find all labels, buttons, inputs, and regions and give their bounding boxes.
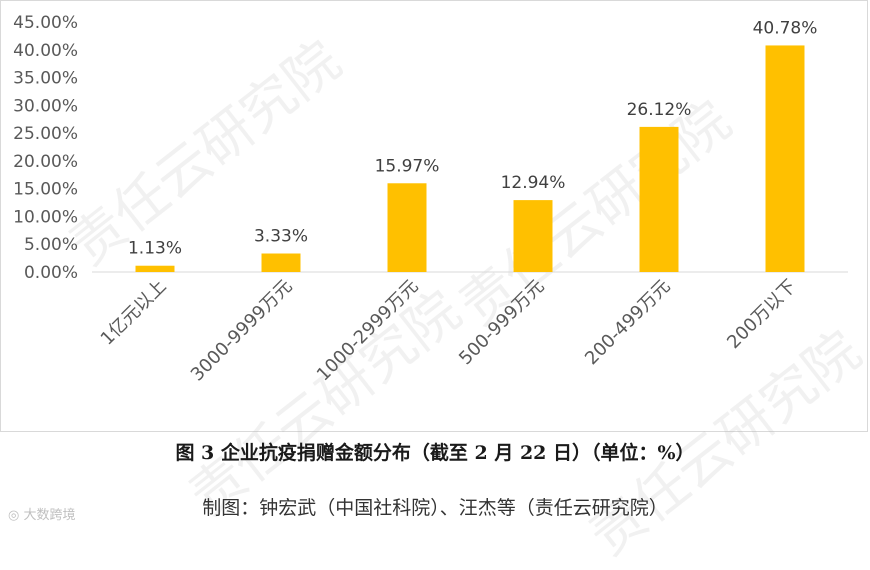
- y-tick-label: 30.00%: [13, 96, 78, 116]
- y-tick-label: 45.00%: [13, 13, 78, 33]
- bar: [513, 200, 553, 272]
- x-category-label: 3000-9999万元: [187, 276, 297, 386]
- x-category-label: 200万以下: [723, 276, 800, 353]
- y-tick-label: 20.00%: [13, 152, 78, 172]
- data-label: 1.13%: [128, 239, 182, 259]
- data-label: 26.12%: [627, 100, 692, 120]
- y-tick-label: 40.00%: [13, 41, 78, 61]
- x-category-label: 1000-2999万元: [313, 276, 423, 386]
- bar: [387, 183, 427, 272]
- x-category-label: 1亿元以上: [97, 276, 171, 350]
- x-category-label: 500-999万元: [455, 276, 548, 369]
- data-label: 40.78%: [753, 18, 818, 38]
- figure-caption: 图 3 企业抗疫捐赠金额分布（截至 2 月 22 日）（单位：%）: [175, 442, 695, 464]
- source-watermark-text: 大数跨境: [23, 508, 76, 523]
- data-label: 12.94%: [501, 173, 566, 193]
- bar-chart: 0.00% 5.00% 10.00% 15.00% 20.00% 25.00% 30.00%…: [13, 13, 848, 386]
- data-label: 15.97%: [375, 156, 440, 176]
- bar: [639, 126, 679, 272]
- x-category-label: 200-499万元: [581, 276, 674, 369]
- bar: [135, 265, 175, 272]
- y-tick-label: 35.00%: [13, 69, 78, 89]
- chart-frame: [0, 0, 868, 432]
- y-tick-label: 25.00%: [13, 124, 78, 144]
- y-tick-label: 15.00%: [13, 180, 78, 200]
- y-tick-label: 5.00%: [24, 235, 78, 255]
- data-label: 3.33%: [254, 227, 308, 247]
- figure-credit: 制图：钟宏武（中国社科院）、汪杰等（责任云研究院）: [202, 497, 668, 519]
- y-tick-label: 0.00%: [24, 263, 78, 283]
- source-watermark: ◎ 大数跨境: [8, 508, 76, 523]
- y-tick-label: 10.00%: [13, 207, 78, 227]
- bar: [765, 45, 805, 272]
- bar: [261, 253, 301, 272]
